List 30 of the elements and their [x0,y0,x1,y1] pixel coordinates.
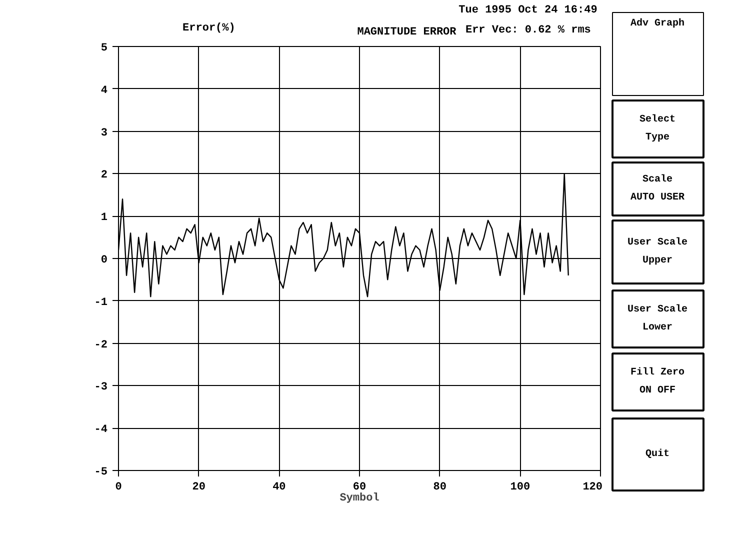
y-tick-label: -1 [94,296,108,309]
y-tick-label: -2 [94,339,108,352]
y-tick-label: 2 [100,170,108,182]
y-tick-label: -4 [94,424,108,436]
x-tick-label: 100 [510,482,530,494]
text: Scale AUTO USER [630,174,685,204]
y-tick-label: 5 [100,42,108,54]
x-tick-label: 20 [192,482,206,494]
text: User Scale Upper [627,236,688,266]
x-tick-label: 80 [433,482,446,494]
x-tick-label: 60 [352,482,366,494]
x-tick-label: 40 [272,482,286,494]
x-tick-label: 120 [582,482,603,494]
y-tick-label: 0 [100,254,108,266]
y-axis-title: Error(%) [182,22,236,34]
text: Select Type [639,114,676,144]
text: Fill Zero ON OFF [630,366,685,396]
y-tick-label: 1 [100,212,108,224]
y-tick-label: -3 [94,382,108,394]
y-tick-label: 3 [100,127,108,140]
x-axis-title: Symbol [340,492,380,504]
text: Adv Graph [630,18,685,30]
y-tick-label: -5 [94,466,108,478]
x-tick-label: 0 [115,482,122,494]
text: Tue 1995 Oct 24 16:49 [458,4,598,16]
text: Quit [646,448,670,460]
text: User Scale Lower [627,304,688,334]
y-tick-label: 4 [100,84,108,97]
chart-title: MAGNITUDE ERROR [357,26,457,38]
text: Err Vec: 0.62 % rms [465,24,591,36]
